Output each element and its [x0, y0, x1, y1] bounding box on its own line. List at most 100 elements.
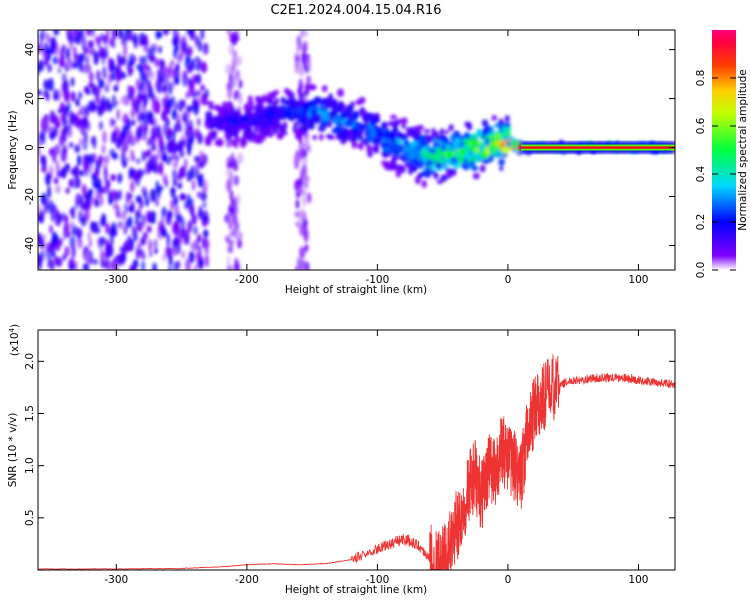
noise-cell: [134, 100, 140, 114]
noise-cell: [303, 175, 310, 183]
echo-cell: [503, 122, 511, 128]
noise-cell: [96, 69, 101, 81]
noise-cell: [162, 124, 166, 136]
noise-cell: [74, 53, 80, 65]
echo-cell: [358, 96, 366, 104]
noise-cell: [110, 119, 116, 126]
noise-cell: [231, 57, 237, 71]
noise-cell: [151, 98, 157, 113]
noise-cell: [156, 149, 161, 160]
noise-cell: [92, 152, 97, 164]
noise-cell: [63, 221, 70, 234]
noise-cell: [203, 229, 209, 238]
noise-cell: [144, 150, 151, 158]
noise-cell: [300, 30, 305, 39]
echo-cell: [499, 166, 504, 172]
noise-cell: [100, 32, 104, 42]
noise-cell: [178, 168, 184, 178]
noise-cell: [76, 227, 83, 239]
noise-cell: [182, 69, 188, 80]
noise-cell: [150, 43, 157, 55]
noise-cell: [104, 168, 108, 183]
noise-cell: [54, 185, 62, 194]
noise-cell: [54, 219, 59, 226]
noise-cell: [202, 201, 207, 209]
noise-cell: [69, 263, 76, 270]
echo-cell: [373, 145, 379, 151]
echo-cell: [246, 100, 255, 107]
echo-cell: [427, 154, 436, 160]
echo-cell: [339, 104, 347, 112]
noise-cell: [71, 245, 76, 258]
echo-cell: [364, 141, 370, 147]
noise-cell: [182, 99, 186, 109]
noise-cell: [58, 57, 65, 68]
noise-cell: [158, 45, 162, 54]
noise-cell: [103, 155, 110, 163]
noise-cell: [181, 250, 186, 259]
spectrogram-ytick-label: 40: [24, 43, 36, 56]
noise-cell: [131, 153, 135, 162]
noise-cell: [300, 148, 305, 159]
echo-cell: [315, 113, 323, 121]
echo-cell: [491, 114, 498, 121]
noise-cell: [226, 82, 231, 91]
snr-line: [38, 354, 675, 570]
noise-cell: [52, 56, 59, 65]
noise-cell: [137, 125, 143, 133]
noise-cell: [178, 99, 184, 113]
noise-cell: [68, 178, 73, 188]
echo-cell: [510, 139, 518, 149]
echo-cell: [448, 124, 454, 132]
noise-cell: [146, 225, 152, 233]
noise-cell: [149, 54, 156, 61]
noise-cell: [38, 147, 41, 157]
noise-cell: [161, 207, 165, 222]
echo-cell: [206, 100, 214, 106]
echo-cell: [418, 135, 427, 144]
noise-cell: [184, 117, 190, 132]
echo-cell: [444, 129, 450, 135]
noise-cell: [179, 49, 184, 61]
noise-cell: [56, 257, 63, 268]
echo-cell: [303, 115, 310, 122]
noise-cell: [154, 248, 158, 255]
noise-cell: [228, 43, 235, 56]
snr-axes: -300 -200 -100 0 100 0.5 1.0 1.5 2.0: [24, 330, 675, 586]
echo-cell: [295, 107, 304, 114]
noise-cell: [168, 265, 172, 270]
noise-cell: [66, 47, 70, 61]
echo-cell: [481, 159, 490, 164]
echo-cell: [494, 141, 502, 146]
noise-cell: [57, 67, 61, 74]
noise-cell: [144, 123, 148, 137]
echo-cell: [453, 150, 460, 159]
noise-cell: [69, 111, 75, 125]
echo-cell: [382, 138, 390, 143]
noise-cell: [141, 72, 146, 87]
echo-cell: [503, 133, 510, 139]
echo-cell: [470, 133, 478, 138]
noise-cell: [304, 83, 310, 96]
echo-cell: [208, 105, 216, 110]
noise-cell: [75, 177, 81, 189]
echo-cell: [318, 133, 324, 141]
noise-cell: [177, 182, 182, 190]
noise-cell: [195, 62, 202, 72]
echo-cell: [432, 137, 437, 145]
noise-cell: [301, 189, 307, 197]
noise-cell: [116, 52, 122, 65]
noise-cell: [149, 250, 153, 258]
noise-cell: [204, 248, 209, 255]
noise-cell: [300, 259, 306, 270]
echo-cell: [381, 151, 387, 156]
noise-cell: [146, 137, 153, 147]
noise-cell: [56, 160, 60, 175]
echo-cell: [283, 99, 292, 106]
noise-cell: [86, 121, 91, 132]
noise-cell: [198, 40, 202, 53]
noise-cell: [91, 103, 96, 114]
echo-cell: [285, 89, 293, 96]
noise-cell: [106, 188, 112, 197]
